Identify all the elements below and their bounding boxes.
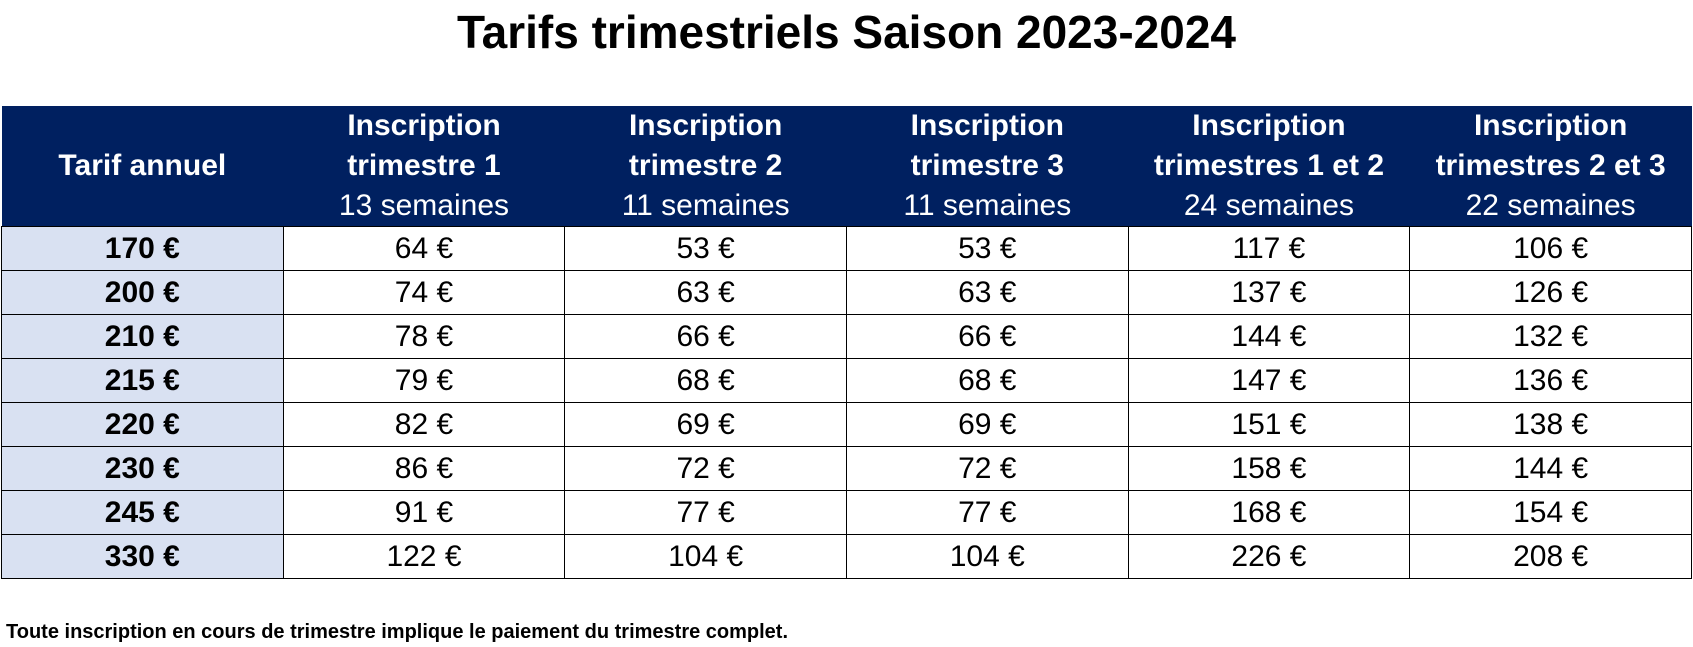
cell-tarif-trimestre: 136 € [1409,358,1692,403]
cell-tarif-trimestre: 69 € [564,402,847,447]
header-weeks: 11 semaines [621,189,790,222]
header-tarif-annuel: Tarif annuel [1,106,284,227]
cell-tarif-trimestre: 122 € [282,534,566,579]
header-trimestre-3: Inscription trimestre 3 11 semaines [846,106,1129,227]
cell-tarif-trimestre: 106 € [1409,226,1692,271]
table-body: 170 €64 €53 €53 €117 €106 €200 €74 €63 €… [1,226,1692,579]
header-trimestre-2: Inscription trimestre 2 11 semaines [564,106,847,227]
tarifs-table: Tarif annuel Inscription trimestre 1 13 … [1,106,1692,579]
table-row: 200 €74 €63 €63 €137 €126 € [1,270,1692,315]
header-weeks: 22 semaines [1465,189,1636,222]
cell-tarif-trimestre: 154 € [1409,490,1692,535]
cell-tarif-annuel: 220 € [1,402,284,447]
cell-tarif-trimestre: 144 € [1409,446,1692,491]
cell-tarif-trimestre: 77 € [564,490,847,535]
header-label: Inscription [1473,109,1628,142]
cell-tarif-trimestre: 68 € [564,358,847,403]
table-row: 245 €91 €77 €77 €168 €154 € [1,490,1692,535]
table-header-row: Tarif annuel Inscription trimestre 1 13 … [1,106,1692,227]
cell-tarif-trimestre: 226 € [1127,534,1411,579]
cell-tarif-trimestre: 82 € [282,402,566,447]
cell-tarif-annuel: 170 € [1,226,284,271]
cell-tarif-trimestre: 117 € [1127,226,1411,271]
cell-tarif-annuel: 200 € [1,270,284,315]
table-row: 170 €64 €53 €53 €117 €106 € [1,226,1692,271]
cell-tarif-trimestre: 66 € [564,314,847,359]
cell-tarif-trimestre: 68 € [845,358,1129,403]
header-label: trimestre 2 [628,149,783,182]
cell-tarif-annuel: 330 € [1,534,284,579]
cell-tarif-trimestre: 137 € [1127,270,1411,315]
cell-tarif-annuel: 230 € [1,446,284,491]
table-row: 230 €86 €72 €72 €158 €144 € [1,446,1692,491]
header-label: trimestres 1 et 2 [1153,149,1385,182]
cell-tarif-trimestre: 168 € [1127,490,1411,535]
header-label: trimestres 2 et 3 [1435,149,1666,182]
cell-tarif-trimestre: 86 € [282,446,566,491]
header-label: Inscription [1192,109,1346,142]
cell-tarif-trimestre: 74 € [282,270,566,315]
header-weeks: 13 semaines [338,189,510,222]
table-row: 330 €122 €104 €104 €226 €208 € [1,534,1692,579]
cell-tarif-trimestre: 151 € [1127,402,1411,447]
header-weeks: 24 semaines [1183,189,1354,222]
cell-tarif-trimestre: 77 € [845,490,1129,535]
cell-tarif-trimestre: 147 € [1127,358,1411,403]
cell-tarif-trimestre: 79 € [282,358,566,403]
header-trimestres-2-3: Inscription trimestres 2 et 3 22 semaine… [1409,106,1692,227]
cell-tarif-trimestre: 72 € [564,446,847,491]
cell-tarif-trimestre: 144 € [1127,314,1411,359]
header-label: trimestre 3 [910,149,1064,182]
cell-tarif-trimestre: 72 € [845,446,1129,491]
cell-tarif-trimestre: 91 € [282,490,566,535]
header-trimestre-1: Inscription trimestre 1 13 semaines [283,106,565,227]
header-weeks: 11 semaines [903,189,1072,222]
cell-tarif-trimestre: 53 € [845,226,1129,271]
cell-tarif-trimestre: 64 € [282,226,566,271]
cell-tarif-trimestre: 158 € [1127,446,1411,491]
cell-tarif-trimestre: 66 € [845,314,1129,359]
cell-tarif-trimestre: 126 € [1409,270,1692,315]
cell-tarif-trimestre: 104 € [564,534,847,579]
cell-tarif-annuel: 215 € [1,358,284,403]
header-label: Inscription [347,109,501,142]
cell-tarif-trimestre: 208 € [1409,534,1692,579]
cell-tarif-trimestre: 53 € [564,226,847,271]
page-title: Tarifs trimestriels Saison 2023-2024 [456,6,1236,58]
header-trimestres-1-2: Inscription trimestres 1 et 2 24 semaine… [1128,106,1410,227]
cell-tarif-trimestre: 63 € [845,270,1129,315]
header-label: Inscription [628,109,783,142]
header-label: Tarif annuel [58,149,227,182]
cell-tarif-annuel: 210 € [1,314,284,359]
table-row: 220 €82 €69 €69 €151 €138 € [1,402,1692,447]
cell-tarif-trimestre: 69 € [845,402,1129,447]
cell-tarif-trimestre: 132 € [1409,314,1692,359]
footnote: Toute inscription en cours de trimestre … [6,621,789,643]
cell-tarif-trimestre: 78 € [282,314,566,359]
header-label: trimestre 1 [347,149,501,182]
cell-tarif-trimestre: 138 € [1409,402,1692,447]
cell-tarif-trimestre: 63 € [564,270,847,315]
table-row: 210 €78 €66 €66 €144 €132 € [1,314,1692,359]
cell-tarif-annuel: 245 € [1,490,284,535]
cell-tarif-trimestre: 104 € [845,534,1129,579]
header-label: Inscription [910,109,1064,142]
table-row: 215 €79 €68 €68 €147 €136 € [1,358,1692,403]
